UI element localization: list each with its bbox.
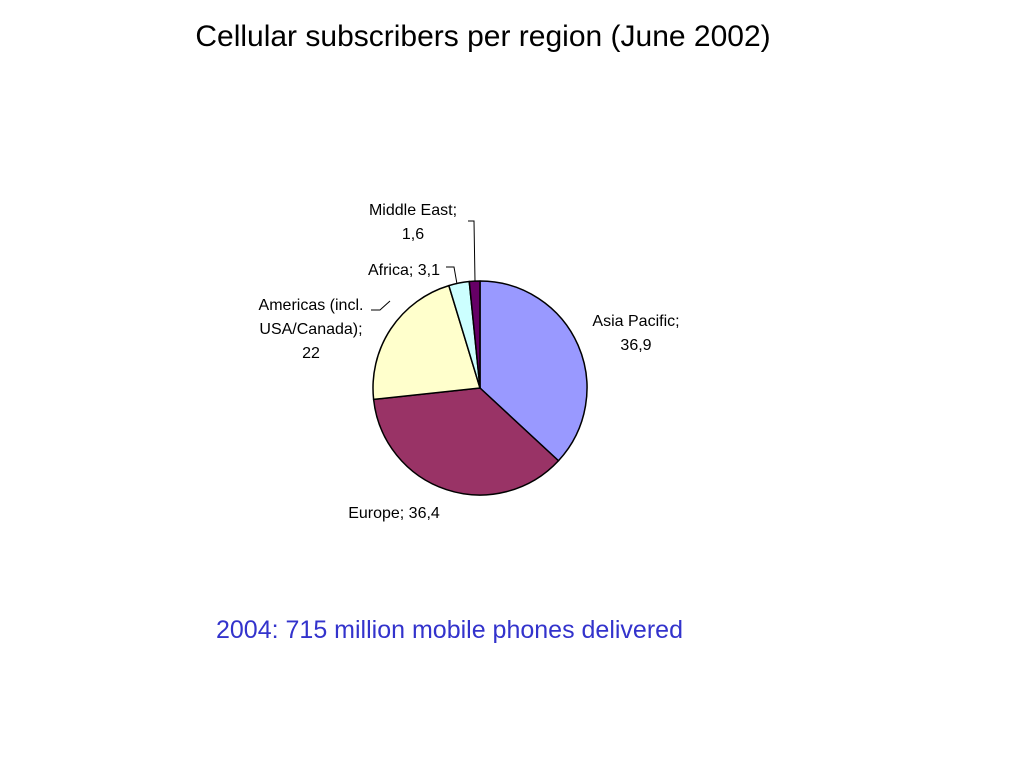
data-label-middle-east: Middle East; 1,6: [369, 202, 457, 243]
leader-line-americas-incl-usa-canada: [371, 300, 391, 311]
pie-slices: [372, 280, 588, 496]
slide-title: Cellular subscribers per region (June 20…: [195, 20, 771, 53]
leader-lines: [371, 220, 476, 311]
data-label-asia-pacific: Asia Pacific; 36,9: [592, 313, 679, 354]
leader-line-africa: [446, 266, 458, 285]
data-labels: Asia Pacific; 36,9 Europe; 36,4 Americas (i…: [259, 202, 680, 522]
pie-slice-americas-incl-usa-canada: [372, 284, 481, 401]
data-label-americas-incl-usa-canada: Americas (incl. USA/Canada); 22: [259, 297, 364, 362]
pie-slice-middle-east: [468, 280, 481, 389]
footnote: 2004: 715 million mobile phones delivere…: [216, 616, 683, 644]
pie-slice-europe: [372, 387, 560, 496]
leader-line-middle-east: [468, 220, 476, 282]
pie-slice-asia-pacific: [479, 280, 588, 462]
data-label-africa: Africa; 3,1: [368, 262, 440, 279]
data-label-europe: Europe; 36,4: [348, 505, 440, 522]
